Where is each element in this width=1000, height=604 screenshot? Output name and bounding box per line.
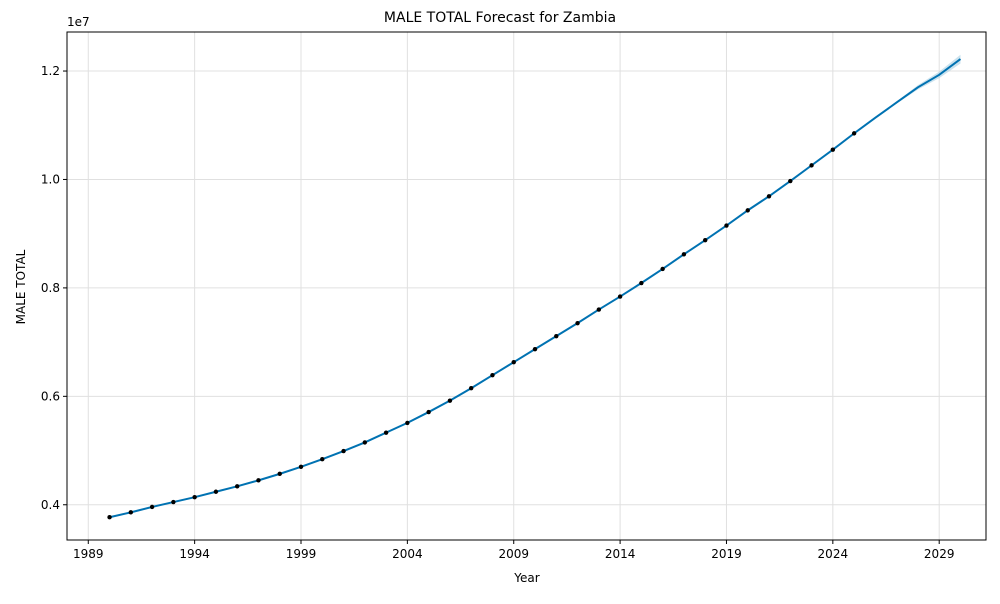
observed-points-layer (107, 131, 857, 520)
observed-data-point (766, 194, 772, 199)
observed-data-point (128, 510, 134, 515)
y-tick-label: 0.6 (41, 389, 60, 403)
observed-data-point (724, 223, 729, 228)
observed-data-point (702, 237, 708, 243)
observed-data-point (234, 484, 240, 489)
observed-data-point (596, 307, 602, 312)
y-tick-label: 1.0 (41, 172, 60, 186)
observed-data-point (575, 320, 580, 326)
observed-data-point (532, 346, 538, 352)
observed-data-point (213, 489, 219, 494)
observed-data-point (426, 409, 431, 415)
x-tick-label: 1989 (73, 547, 104, 561)
observed-data-point (171, 499, 176, 505)
x-tick-label: 2004 (392, 547, 423, 561)
x-axis-label: Year (513, 571, 539, 585)
y-tick-label: 0.4 (41, 498, 60, 512)
x-tick-label: 2019 (711, 547, 742, 561)
observed-data-point (830, 147, 836, 152)
observed-data-point (490, 372, 495, 378)
observed-data-point (256, 478, 261, 483)
x-axis-ticks: 1989 1994 1999 2004 2009 2014 2019 2024 2029 (73, 540, 954, 561)
x-tick-label: 2029 (924, 547, 955, 561)
x-tick-label: 1994 (179, 547, 210, 561)
observed-data-point (107, 515, 112, 520)
observed-data-point (745, 208, 750, 213)
observed-data-point (851, 131, 857, 136)
y-tick-label: 0.8 (41, 281, 60, 295)
y-tick-label: 1.2 (41, 64, 60, 78)
observed-data-point (149, 504, 155, 510)
y-axis-scale-label: 1e7 (67, 15, 90, 29)
observed-data-point (681, 252, 687, 257)
observed-data-point (660, 266, 665, 272)
observed-data-point (617, 294, 623, 299)
observed-data-point (341, 448, 346, 454)
observed-data-point (447, 398, 453, 403)
grid-layer (67, 32, 986, 540)
x-tick-label: 2009 (498, 547, 529, 561)
observed-data-point (362, 440, 368, 445)
plot-frame (66, 31, 987, 541)
observed-data-point (405, 420, 410, 426)
observed-data-point (809, 163, 814, 168)
y-axis-label: MALE TOTAL (14, 249, 28, 324)
x-tick-label: 2014 (605, 547, 636, 561)
y-axis-ticks: 0.4 0.6 0.8 1.0 1.2 (41, 64, 67, 512)
x-tick-label: 2024 (818, 547, 849, 561)
observed-data-point (277, 471, 282, 477)
x-tick-label: 1999 (286, 547, 317, 561)
chart-title: MALE TOTAL Forecast for Zambia (384, 10, 616, 26)
observed-data-point (788, 178, 793, 184)
observed-data-point (383, 430, 389, 435)
observed-data-point (511, 359, 516, 365)
observed-data-point (468, 386, 474, 391)
observed-data-point (320, 457, 325, 462)
observed-data-point (639, 280, 644, 286)
observed-data-point (554, 333, 559, 339)
observed-data-point (192, 494, 197, 500)
observed-data-point (298, 464, 304, 470)
